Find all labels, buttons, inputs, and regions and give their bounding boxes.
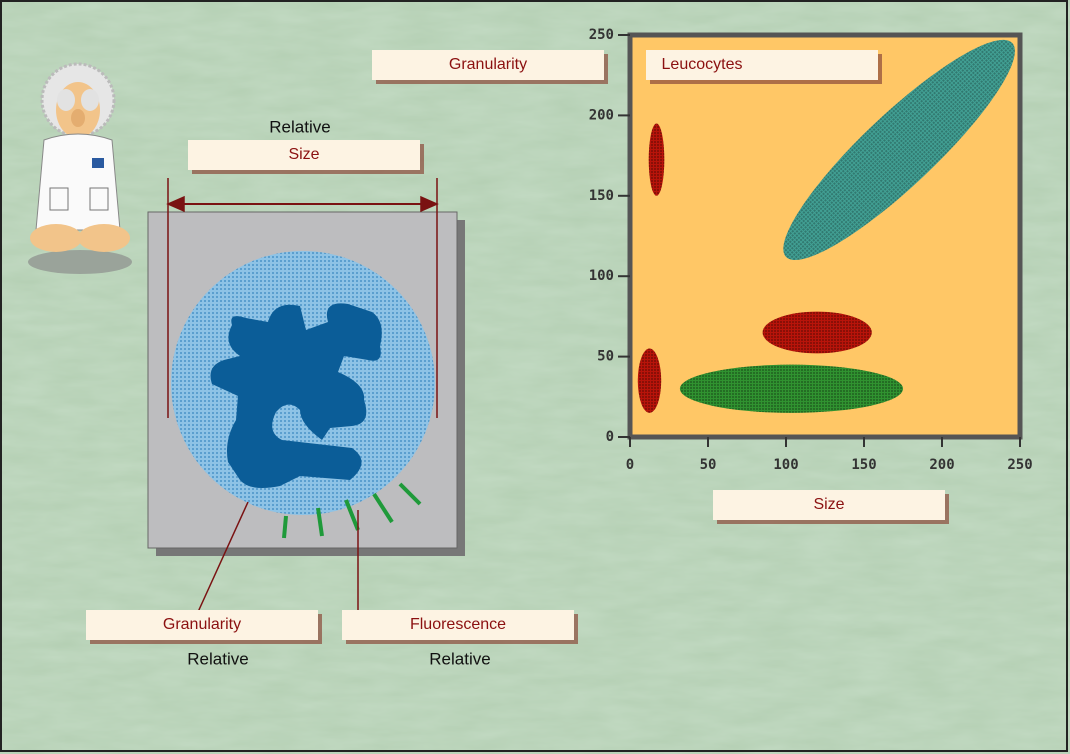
scatter-plot: Leucocytes 0 50 100 150 200 250 0 50 100 150 200 250 xyxy=(589,27,1033,473)
fluorescence-box: Fluorescence xyxy=(410,616,506,633)
x-tick-label: 250 xyxy=(1007,457,1032,473)
cluster-texture xyxy=(648,123,665,196)
x-tick-label: 0 xyxy=(626,457,634,473)
size-arrow xyxy=(166,178,439,613)
cluster-texture xyxy=(637,348,662,413)
y-axis-label: Granularity xyxy=(449,56,527,73)
plot-title: Leucocytes xyxy=(662,56,743,73)
cluster-texture xyxy=(679,364,904,413)
y-tick-label: 250 xyxy=(589,27,614,43)
size-relative: Relative xyxy=(269,117,330,136)
x-tick-label: 200 xyxy=(929,457,954,473)
y-tick-label: 0 xyxy=(606,429,614,445)
y-tick-label: 100 xyxy=(589,268,614,284)
title-box xyxy=(646,50,878,80)
scientist xyxy=(28,62,132,274)
x-axis-label: Size xyxy=(813,496,844,513)
cluster-texture xyxy=(762,311,872,354)
fluorescence-marks xyxy=(282,482,422,539)
x-tick-label: 100 xyxy=(773,457,798,473)
cluster-texture xyxy=(783,39,1015,261)
labels: Relative Size Granularity Relative Fluor… xyxy=(86,50,949,668)
y-tick-label: 150 xyxy=(589,188,614,204)
granularity-relative: Relative xyxy=(187,649,248,668)
plot-frame xyxy=(627,32,1023,440)
cell-diagram xyxy=(147,178,465,613)
nucleus xyxy=(210,303,382,488)
y-tick-label: 50 xyxy=(597,349,614,365)
x-tick-label: 50 xyxy=(700,457,717,473)
y-tick-label: 200 xyxy=(589,107,614,123)
size-box: Size xyxy=(288,146,319,163)
x-tick-label: 150 xyxy=(851,457,876,473)
granularity-box: Granularity xyxy=(163,616,241,633)
fluorescence-relative: Relative xyxy=(429,649,490,668)
